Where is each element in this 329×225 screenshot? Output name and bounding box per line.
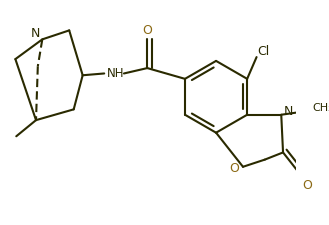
Text: O: O	[229, 162, 239, 175]
Text: N: N	[284, 105, 293, 118]
Text: O: O	[142, 24, 152, 37]
Text: CH₃: CH₃	[312, 103, 329, 112]
Text: Cl: Cl	[258, 45, 270, 58]
Text: O: O	[302, 179, 312, 192]
Text: NH: NH	[107, 67, 125, 80]
Text: N: N	[30, 27, 40, 40]
